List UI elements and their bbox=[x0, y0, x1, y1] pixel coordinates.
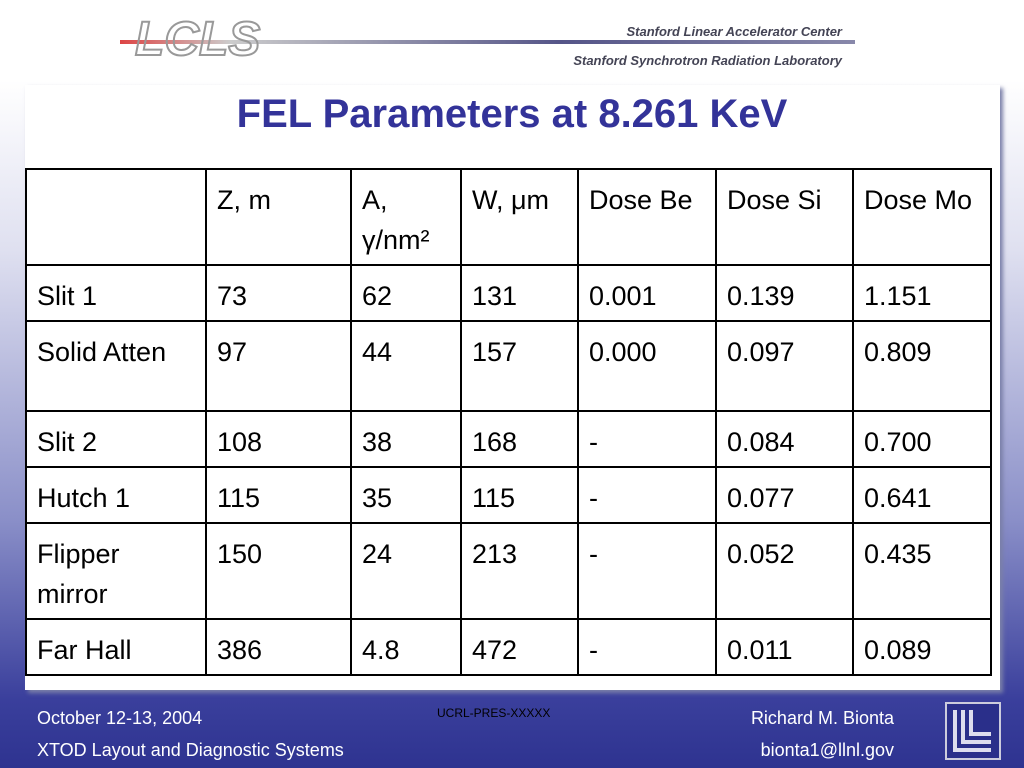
table-cell: 62 bbox=[350, 264, 462, 322]
row-label: Hutch 1 bbox=[25, 466, 207, 524]
table-cell: 157 bbox=[460, 320, 579, 412]
table-cell: 0.011 bbox=[715, 618, 854, 676]
table-cell: 0.052 bbox=[715, 522, 854, 620]
table-cell: 44 bbox=[350, 320, 462, 412]
lab-name: Stanford Synchrotron Radiation Laborator… bbox=[573, 53, 842, 68]
header-cell: W, μm bbox=[460, 168, 579, 266]
row-label: Slit 1 bbox=[25, 264, 207, 322]
table-cell: 0.001 bbox=[577, 264, 717, 322]
table-cell: 213 bbox=[460, 522, 579, 620]
table-cell: 0.700 bbox=[852, 410, 992, 468]
row-label: Flipper mirror bbox=[25, 522, 207, 620]
footer-code: UCRL-PRES-XXXXX bbox=[437, 706, 551, 720]
footer-subject: XTOD Layout and Diagnostic Systems bbox=[37, 740, 344, 760]
header-cell: Dose Mo bbox=[852, 168, 992, 266]
table-cell: 115 bbox=[205, 466, 352, 524]
table-cell: 0.809 bbox=[852, 320, 992, 412]
table-cell: 73 bbox=[205, 264, 352, 322]
table-cell: 386 bbox=[205, 618, 352, 676]
lab-name: Stanford Linear Accelerator Center bbox=[626, 24, 842, 39]
table-cell: 131 bbox=[460, 264, 579, 322]
footer-author: Richard M. Bionta bbox=[750, 708, 894, 728]
table-row: Slit 2 108 38 168-0.084 0.700 bbox=[25, 410, 992, 468]
table-cell: 115 bbox=[460, 466, 579, 524]
data-table: Z, m A, γ/nm² W, μm Dose Be Dose Si Dose Mo Sl… bbox=[25, 168, 992, 676]
header-cell: Dose Be bbox=[577, 168, 717, 266]
table-cell: - bbox=[577, 410, 717, 468]
table-row: Slit 1 73 62 131 0.001 0.139 1.151 bbox=[25, 264, 992, 322]
table-cell: - bbox=[577, 522, 717, 620]
table-cell: - bbox=[577, 466, 717, 524]
header-cell: A, γ/nm² bbox=[350, 168, 462, 266]
table-cell: 0.089 bbox=[852, 618, 992, 676]
table-row: Solid Atten 97 44 157 0.000 0.097 0.809 bbox=[25, 320, 992, 412]
table-cell: 0.077 bbox=[715, 466, 854, 524]
header-cell: Dose Si bbox=[715, 168, 854, 266]
table-cell: 0.097 bbox=[715, 320, 854, 412]
table-cell: 97 bbox=[205, 320, 352, 412]
logo: LCLS bbox=[135, 13, 260, 66]
row-label: Slit 2 bbox=[25, 410, 207, 468]
table-cell: 108 bbox=[205, 410, 352, 468]
table-row: Far Hall 386 4.8 472-0.011 0.089 bbox=[25, 618, 992, 676]
table-cell: 0.641 bbox=[852, 466, 992, 524]
table-cell: 38 bbox=[350, 410, 462, 468]
row-label: Far Hall bbox=[25, 618, 207, 676]
table-cell: 0.084 bbox=[715, 410, 854, 468]
table-row: Z, m A, γ/nm² W, μm Dose Be Dose Si Dose Mo bbox=[25, 168, 992, 266]
header: LCLS Stanford Linear Accelerator Center … bbox=[120, 12, 855, 68]
table-cell: 24 bbox=[350, 522, 462, 620]
slide-title: FEL Parameters at 8.261 KeV bbox=[236, 92, 788, 136]
table-row: Hutch 1 115 35 115-0.077 0.641 bbox=[25, 466, 992, 524]
header-cell bbox=[25, 168, 207, 266]
footer-email: bionta1@llnl.gov bbox=[760, 740, 894, 760]
header-rule bbox=[120, 40, 855, 44]
header-cell: Z, m bbox=[205, 168, 352, 266]
table-cell: 150 bbox=[205, 522, 352, 620]
table-cell: 35 bbox=[350, 466, 462, 524]
table-row: Flipper mirror 150 24 213-0.052 0.435 bbox=[25, 522, 992, 620]
table-cell: 0.139 bbox=[715, 264, 854, 322]
footer-date: October 12-13, 2004 bbox=[37, 708, 203, 728]
table-cell: 472 bbox=[460, 618, 579, 676]
table-cell: - bbox=[577, 618, 717, 676]
table-cell: 4.8 bbox=[350, 618, 462, 676]
table-cell: 168 bbox=[460, 410, 579, 468]
row-label: Solid Atten bbox=[25, 320, 207, 412]
table-cell: 1.151 bbox=[852, 264, 992, 322]
table-cell: 0.435 bbox=[852, 522, 992, 620]
institution-logo bbox=[945, 702, 1001, 760]
table-cell: 0.000 bbox=[577, 320, 717, 412]
